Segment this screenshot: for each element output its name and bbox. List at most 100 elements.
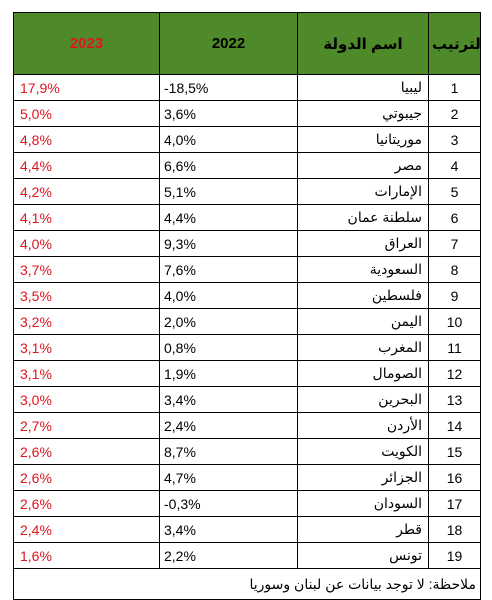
rank-cell: 16 xyxy=(428,464,481,491)
value-2023-cell: 4,4% xyxy=(13,152,160,179)
rank-cell: 15 xyxy=(428,438,481,465)
rank-cell: 17 xyxy=(428,490,481,517)
country-name-cell: الأردن xyxy=(297,412,429,439)
country-name-cell: الجزائر xyxy=(297,464,429,491)
country-name-cell: ليبيا xyxy=(297,74,429,101)
value-2023-cell: 3,1% xyxy=(13,334,160,361)
country-name-cell: مصر xyxy=(297,152,429,179)
note-text: ملاحظة: لا توجد بيانات عن لبنان وسوريا xyxy=(13,568,481,600)
country-name-cell: الصومال xyxy=(297,360,429,387)
country-name-cell: اليمن xyxy=(297,308,429,335)
value-2023-cell: 4,0% xyxy=(13,230,160,257)
rank-cell: 9 xyxy=(428,282,481,309)
country-name-cell: السعودية xyxy=(297,256,429,283)
table-row: 17,9% -18,5% ليبيا 1 xyxy=(13,74,481,101)
value-2023-cell: 2,6% xyxy=(13,464,160,491)
rank-cell: 3 xyxy=(428,126,481,153)
table-row: 2,6% -0,3% السودان 17 xyxy=(13,490,481,517)
table-row: 3,1% 1,9% الصومال 12 xyxy=(13,360,481,387)
table-row: 3,1% 0,8% المغرب 11 xyxy=(13,334,481,361)
value-2023-cell: 3,0% xyxy=(13,386,160,413)
value-2022-cell: -0,3% xyxy=(159,490,298,517)
value-2022-cell: 9,3% xyxy=(159,230,298,257)
header-2022: 2022 xyxy=(159,12,298,75)
ranking-table: 2023 2022 اسم الدولة الترتيب 17,9% -18,5%… xyxy=(13,12,481,600)
table-body: 17,9% -18,5% ليبيا 1 5,0% 3,6% جيبوتي 2 4,8% 4,0%… xyxy=(13,74,481,569)
country-name-cell: الكويت xyxy=(297,438,429,465)
rank-cell: 5 xyxy=(428,178,481,205)
value-2023-cell: 3,7% xyxy=(13,256,160,283)
table-row: 4,1% 4,4% سلطنة عمان 6 xyxy=(13,204,481,231)
rank-cell: 4 xyxy=(428,152,481,179)
value-2022-cell: 4,0% xyxy=(159,282,298,309)
table-row: 4,0% 9,3% العراق 7 xyxy=(13,230,481,257)
country-name-cell: جيبوتي xyxy=(297,100,429,127)
rank-cell: 6 xyxy=(428,204,481,231)
value-2023-cell: 3,1% xyxy=(13,360,160,387)
value-2023-cell: 5,0% xyxy=(13,100,160,127)
table-row: 4,8% 4,0% موريتانيا 3 xyxy=(13,126,481,153)
country-name-cell: السودان xyxy=(297,490,429,517)
table-footer: ملاحظة: لا توجد بيانات عن لبنان وسوريا xyxy=(13,568,481,600)
note-row: ملاحظة: لا توجد بيانات عن لبنان وسوريا xyxy=(13,568,481,600)
rank-cell: 19 xyxy=(428,542,481,569)
value-2023-cell: 2,7% xyxy=(13,412,160,439)
value-2022-cell: -18,5% xyxy=(159,74,298,101)
value-2022-cell: 4,0% xyxy=(159,126,298,153)
value-2022-cell: 3,6% xyxy=(159,100,298,127)
rank-cell: 7 xyxy=(428,230,481,257)
rank-cell: 13 xyxy=(428,386,481,413)
value-2022-cell: 1,9% xyxy=(159,360,298,387)
table-row: 3,7% 7,6% السعودية 8 xyxy=(13,256,481,283)
rank-cell: 2 xyxy=(428,100,481,127)
rank-cell: 14 xyxy=(428,412,481,439)
table-row: 3,0% 3,4% البحرين 13 xyxy=(13,386,481,413)
header-2023: 2023 xyxy=(13,12,160,75)
value-2023-cell: 4,8% xyxy=(13,126,160,153)
ranking-table-container: 2023 2022 اسم الدولة الترتيب 17,9% -18,5%… xyxy=(13,12,481,600)
value-2023-cell: 2,6% xyxy=(13,490,160,517)
table-row: 3,2% 2,0% اليمن 10 xyxy=(13,308,481,335)
country-name-cell: البحرين xyxy=(297,386,429,413)
rank-cell: 1 xyxy=(428,74,481,101)
value-2022-cell: 2,4% xyxy=(159,412,298,439)
value-2023-cell: 3,2% xyxy=(13,308,160,335)
table-row: 1,6% 2,2% تونس 19 xyxy=(13,542,481,569)
value-2022-cell: 4,7% xyxy=(159,464,298,491)
value-2023-cell: 3,5% xyxy=(13,282,160,309)
value-2022-cell: 8,7% xyxy=(159,438,298,465)
table-row: 4,2% 5,1% الإمارات 5 xyxy=(13,178,481,205)
country-name-cell: الإمارات xyxy=(297,178,429,205)
value-2023-cell: 2,6% xyxy=(13,438,160,465)
value-2022-cell: 3,4% xyxy=(159,516,298,543)
country-name-cell: المغرب xyxy=(297,334,429,361)
country-name-cell: موريتانيا xyxy=(297,126,429,153)
value-2022-cell: 0,8% xyxy=(159,334,298,361)
value-2022-cell: 2,2% xyxy=(159,542,298,569)
value-2022-cell: 5,1% xyxy=(159,178,298,205)
header-rank: الترتيب xyxy=(428,12,481,75)
value-2023-cell: 2,4% xyxy=(13,516,160,543)
value-2022-cell: 2,0% xyxy=(159,308,298,335)
country-name-cell: فلسطين xyxy=(297,282,429,309)
rank-cell: 12 xyxy=(428,360,481,387)
rank-cell: 11 xyxy=(428,334,481,361)
table-header: 2023 2022 اسم الدولة الترتيب xyxy=(13,12,481,75)
table-row: 2,7% 2,4% الأردن 14 xyxy=(13,412,481,439)
table-row: 5,0% 3,6% جيبوتي 2 xyxy=(13,100,481,127)
value-2023-cell: 4,2% xyxy=(13,178,160,205)
table-row: 2,4% 3,4% قطر 18 xyxy=(13,516,481,543)
rank-cell: 10 xyxy=(428,308,481,335)
header-row: 2023 2022 اسم الدولة الترتيب xyxy=(13,12,481,75)
table-row: 2,6% 8,7% الكويت 15 xyxy=(13,438,481,465)
value-2022-cell: 4,4% xyxy=(159,204,298,231)
country-name-cell: تونس xyxy=(297,542,429,569)
table-row: 3,5% 4,0% فلسطين 9 xyxy=(13,282,481,309)
country-name-cell: سلطنة عمان xyxy=(297,204,429,231)
table-row: 4,4% 6,6% مصر 4 xyxy=(13,152,481,179)
rank-cell: 18 xyxy=(428,516,481,543)
header-country: اسم الدولة xyxy=(297,12,429,75)
country-name-cell: قطر xyxy=(297,516,429,543)
value-2023-cell: 4,1% xyxy=(13,204,160,231)
value-2023-cell: 1,6% xyxy=(13,542,160,569)
